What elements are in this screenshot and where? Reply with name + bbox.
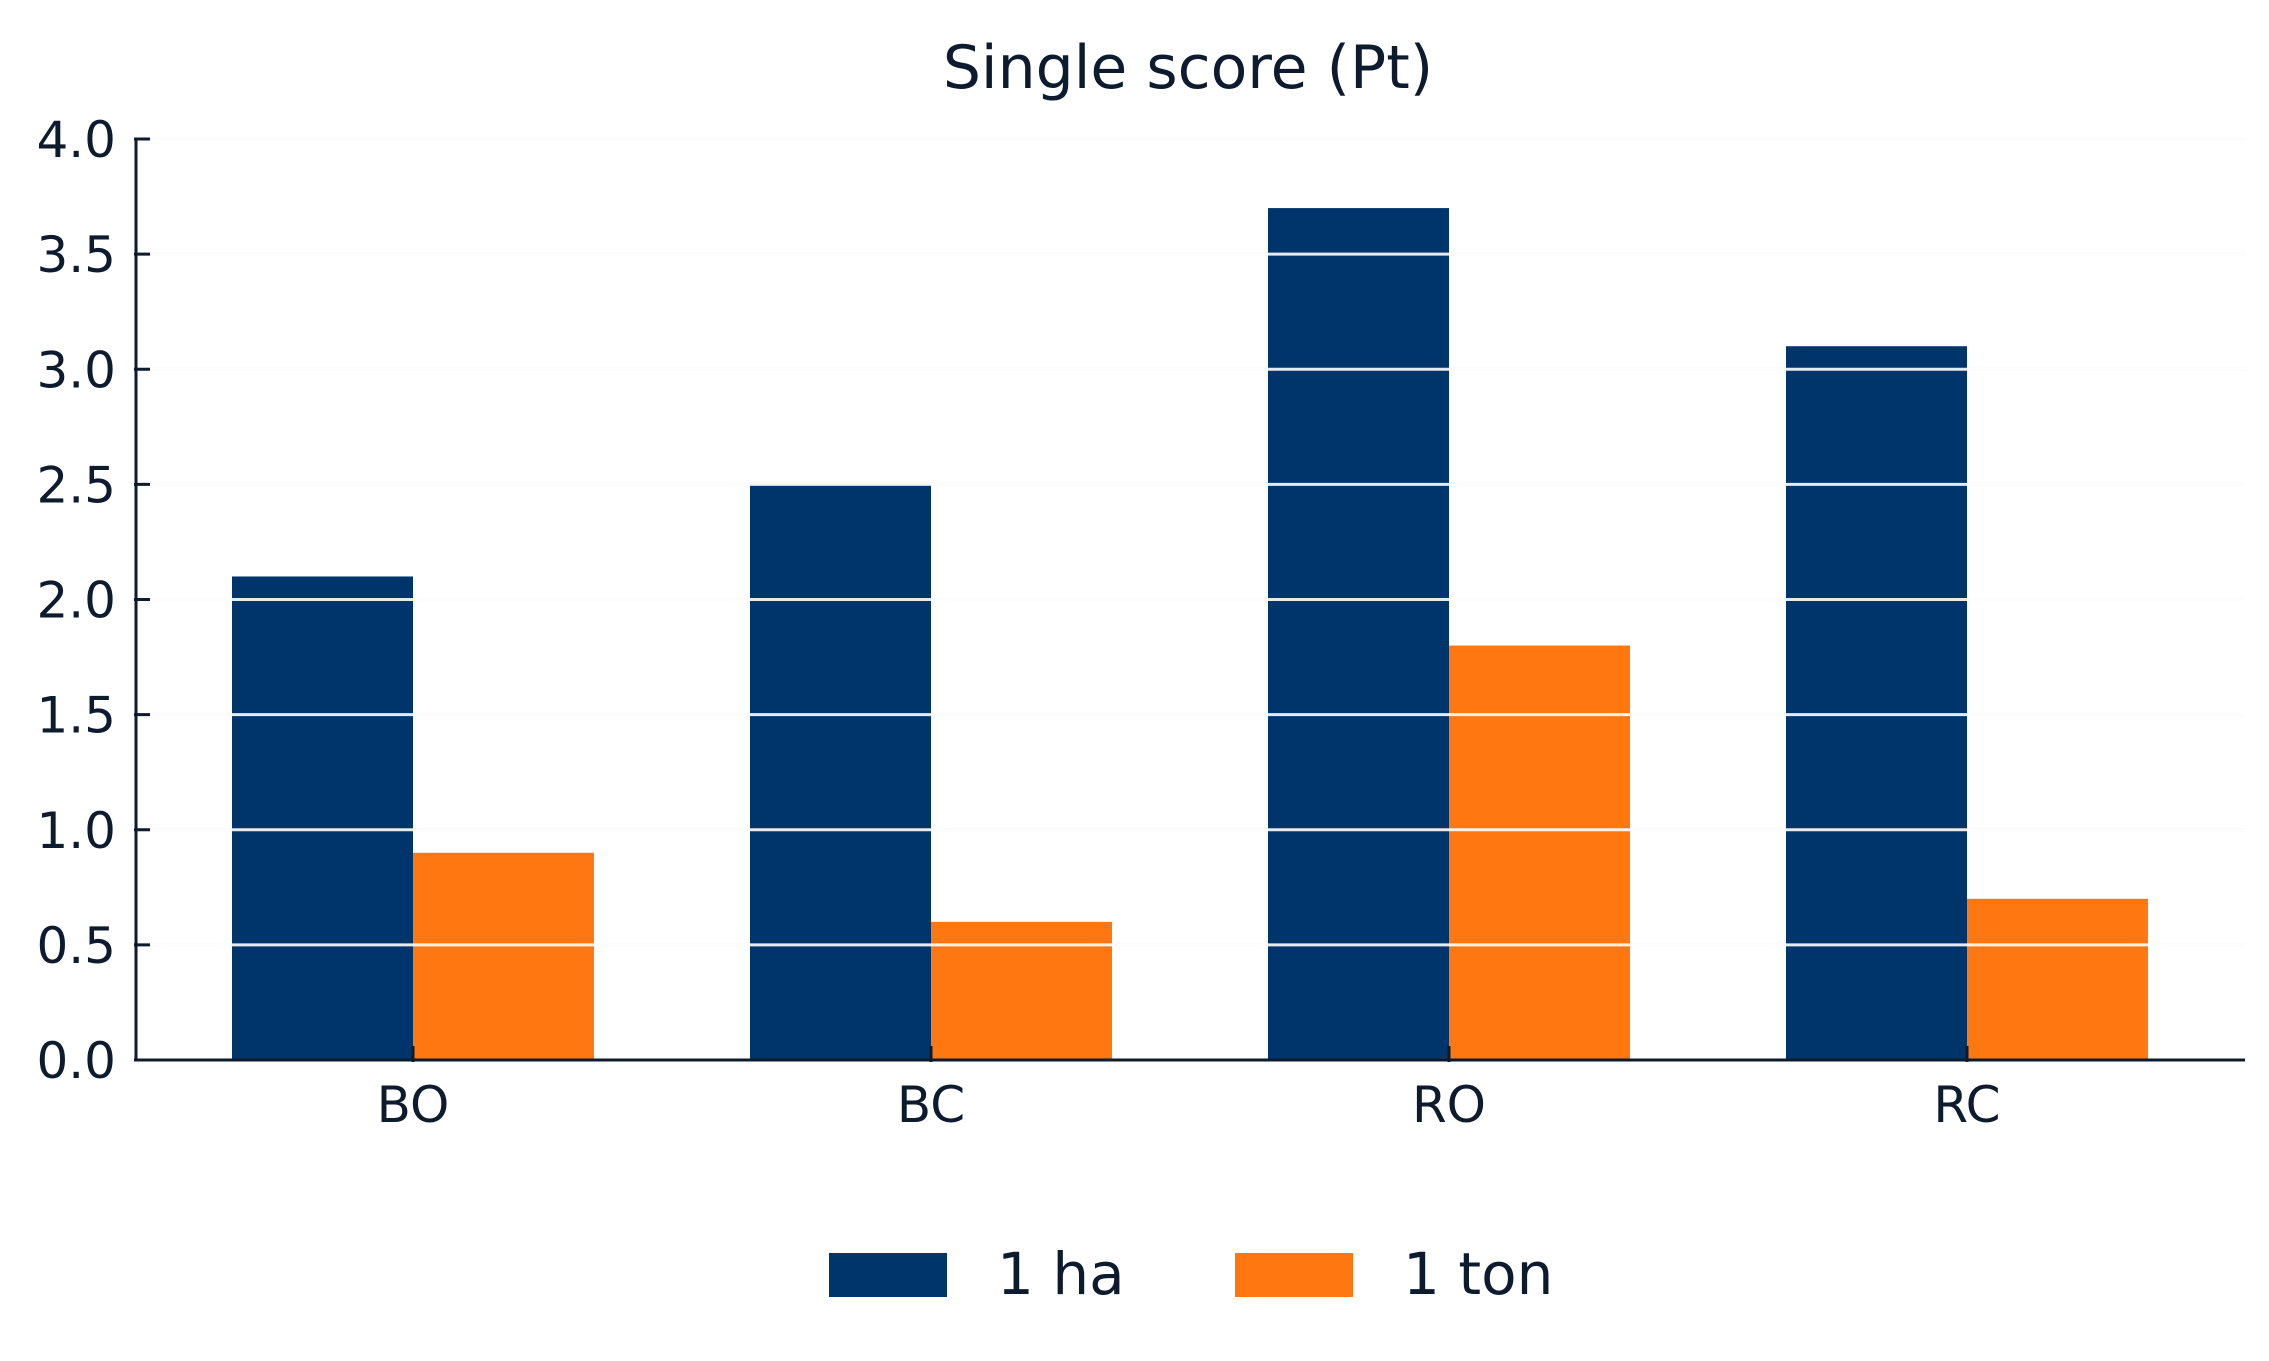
y-tick-label: 1.0 [36,802,116,860]
chart-title: Single score (Pt) [943,33,1433,103]
bar-bc-1-ha [750,484,931,1060]
bars [232,208,2148,1061]
x-ticks: BO BC RO RC [377,1046,2001,1134]
x-tick-label: BC [897,1076,965,1134]
x-tick-label: RO [1412,1076,1486,1134]
legend: 1 ha 1 ton [829,1240,1553,1308]
y-ticks: 0.0 0.5 1.0 1.5 2.0 2.5 3.0 3.5 4.0 [36,111,150,1090]
y-tick-label: 0.5 [36,917,116,975]
bar-bo-1-ha [232,576,413,1060]
bar-ro-1-ha [1268,208,1449,1060]
x-tick-label: RC [1933,1076,2000,1134]
bar-rc-1-ha [1786,346,1967,1061]
y-tick-label: 2.5 [36,456,116,514]
bar-rc-1-ton [1967,898,2148,1060]
legend-swatch [829,1253,947,1297]
bar-bo-1-ton [413,852,594,1060]
x-tick-label: BO [377,1076,450,1134]
bar-ro-1-ton [1449,645,1630,1060]
y-tick-label: 2.0 [36,572,116,630]
y-tick-label: 4.0 [36,111,116,169]
y-tick-label: 1.5 [36,687,116,745]
legend-swatch [1235,1253,1353,1297]
y-tick-label: 0.0 [36,1032,116,1090]
y-tick-label: 3.0 [36,341,116,399]
bar-bc-1-ton [931,921,1112,1060]
legend-label: 1 ton [1403,1240,1553,1308]
y-tick-label: 3.5 [36,226,116,284]
legend-label: 1 ha [997,1240,1125,1308]
white-grid-overlay [136,137,2245,947]
